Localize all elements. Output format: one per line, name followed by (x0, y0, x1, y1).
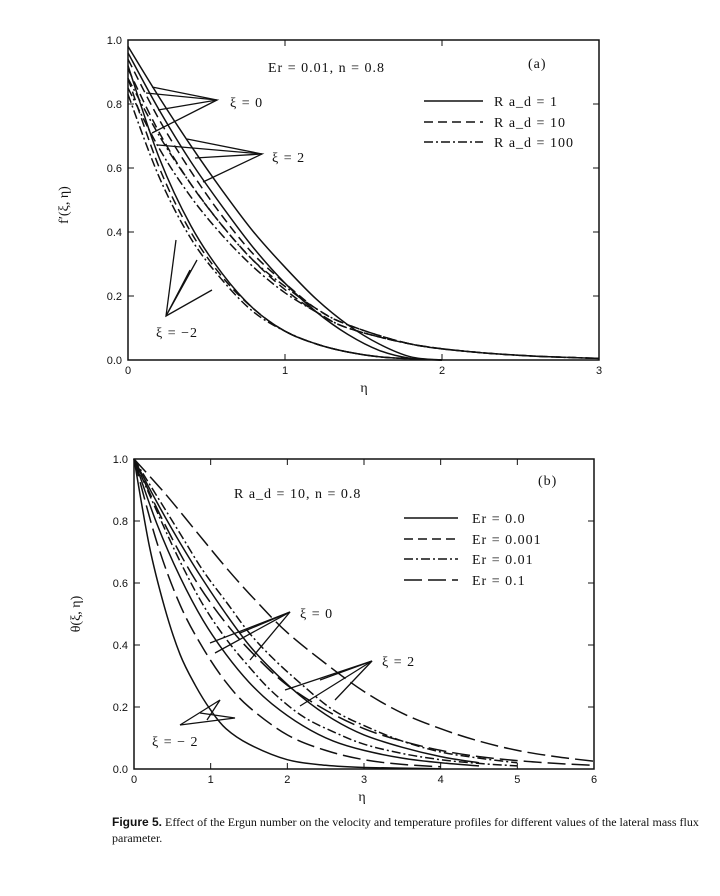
pointer-xim2-b-2 (179, 712, 236, 726)
x-tick-label: 2 (284, 774, 290, 786)
y-tick-label: 0.8 (113, 516, 128, 528)
legend-label-a-0: R a_d = 1 (494, 95, 558, 110)
plot-frame-a (127, 39, 600, 361)
x-tick-label: 0 (125, 365, 131, 377)
curve-labels-b: ξ = 0 ξ = 2 ξ = − 2 (152, 607, 415, 750)
y-tick-label: 1.0 (107, 35, 122, 47)
pointer-xi2-b-2 (319, 660, 373, 701)
pointer-xim2-a-2 (165, 259, 198, 317)
pointer-xim2-b (179, 699, 221, 726)
curve-label-a-xi0: ξ = 0 (230, 96, 263, 111)
pointer-xi2-b (284, 660, 373, 707)
legend-b: Er = 0.0 Er = 0.001 Er = 0.01 Er = 0.1 (404, 512, 542, 589)
legend-label-b-3: Er = 0.1 (472, 574, 526, 589)
series-line (133, 458, 480, 764)
y-ticks-b: 0.0 0.2 0.4 0.6 0.8 1.0 (113, 454, 594, 776)
legend-label-a-1: R a_d = 10 (494, 116, 566, 131)
pointer-xi0-b-2 (239, 611, 291, 661)
series-line (127, 68, 600, 360)
annotation-a: Er = 0.01, n = 0.8 (268, 61, 385, 76)
series-line (133, 458, 518, 764)
x-ticks-a: 0 1 2 3 (125, 40, 602, 377)
series-line (133, 458, 518, 767)
curve-label-b-xim2: ξ = − 2 (152, 735, 199, 750)
curve-labels-a: ξ = 0 ξ = 2 ξ = −2 (145, 86, 305, 341)
series-line (133, 458, 595, 763)
x-tick-label: 6 (591, 774, 597, 786)
series-line (133, 458, 595, 767)
x-tick-label: 2 (439, 365, 445, 377)
caption-text: Effect of the Ergun number on the veloci… (112, 815, 699, 845)
annotation-b: R a_d = 10, n = 0.8 (234, 487, 361, 502)
y-tick-label: 0.2 (107, 291, 122, 303)
curve-label-a-xi2: ξ = 2 (272, 151, 305, 166)
pointer-xi0-a-2 (151, 86, 218, 111)
series-line (127, 52, 443, 361)
y-tick-label: 0.0 (113, 764, 128, 776)
legend-a: R a_d = 1 R a_d = 10 R a_d = 100 (424, 95, 574, 151)
pointer-xi2-a-2 (186, 138, 263, 159)
x-axis-label-b: η (358, 790, 365, 805)
chart-panel-a: 0.0 0.2 0.4 0.6 0.8 1.0 0 1 2 3 f′(ξ, η) η Er = … (57, 35, 602, 396)
series-line (133, 458, 480, 767)
x-tick-label: 1 (282, 365, 288, 377)
y-tick-label: 0.4 (107, 227, 122, 239)
y-tick-label: 0.6 (113, 578, 128, 590)
curve-label-a-xim2: ξ = −2 (156, 326, 198, 341)
legend-label-b-2: Er = 0.01 (472, 553, 534, 568)
x-tick-label: 3 (361, 774, 367, 786)
panel-label-a: (a) (528, 57, 547, 72)
curves-a (127, 46, 600, 361)
y-tick-label: 0.6 (107, 163, 122, 175)
curves-b (133, 458, 595, 770)
panel-label-b: (b) (538, 474, 557, 489)
series-line (127, 65, 443, 361)
y-tick-label: 0.4 (113, 640, 128, 652)
y-axis-label-a: f′(ξ, η) (57, 186, 72, 224)
y-tick-label: 0.8 (107, 99, 122, 111)
series-line (127, 46, 443, 361)
legend-label-b-0: Er = 0.0 (472, 512, 526, 527)
y-tick-label: 1.0 (113, 454, 128, 466)
x-tick-label: 3 (596, 365, 602, 377)
y-axis-label-b: θ(ξ, η) (69, 595, 84, 632)
curve-label-b-xi0: ξ = 0 (300, 607, 333, 622)
y-tick-label: 0.0 (107, 355, 122, 367)
caption-label: Figure 5. (112, 815, 163, 829)
chart-panel-b: 0.0 0.2 0.4 0.6 0.8 1.0 0 1 2 3 4 5 6 θ(ξ, η) η R a… (69, 454, 597, 805)
x-tick-label: 0 (131, 774, 137, 786)
legend-label-a-2: R a_d = 100 (494, 136, 574, 151)
series-line (127, 58, 600, 360)
x-tick-label: 4 (438, 774, 444, 786)
y-ticks-a: 0.0 0.2 0.4 0.6 0.8 1.0 (107, 35, 599, 367)
y-tick-label: 0.2 (113, 702, 128, 714)
legend-label-b-1: Er = 0.001 (472, 533, 542, 548)
x-tick-label: 5 (514, 774, 520, 786)
series-line (133, 458, 441, 770)
series-line (127, 94, 443, 361)
figure-caption: Figure 5. Effect of the Ergun number on … (112, 814, 712, 846)
curve-label-b-xi2: ξ = 2 (382, 655, 415, 670)
x-axis-label-a: η (360, 381, 367, 396)
series-line (133, 458, 441, 768)
x-tick-label: 1 (208, 774, 214, 786)
x-ticks-b: 0 1 2 3 4 5 6 (131, 459, 597, 786)
